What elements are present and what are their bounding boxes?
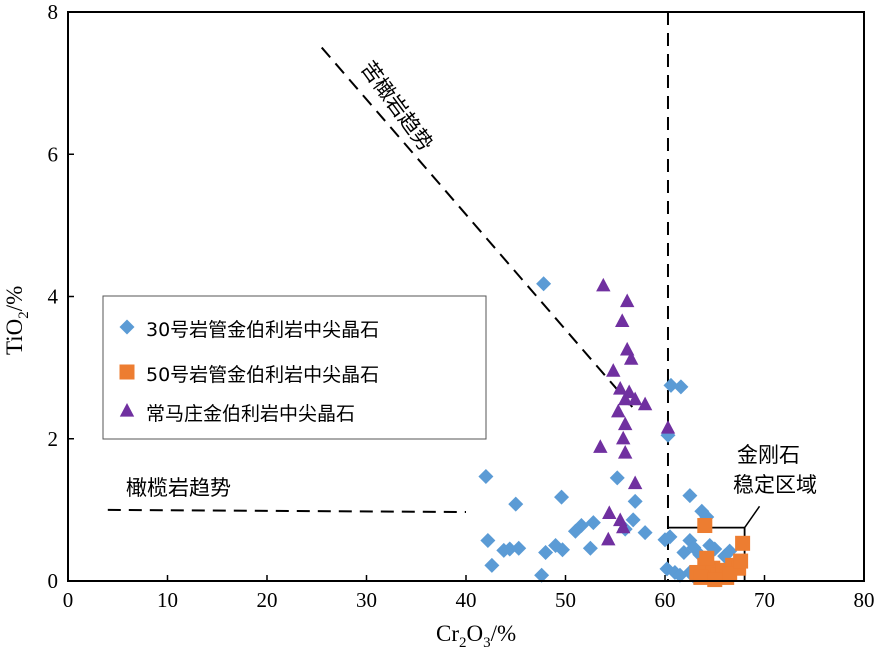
x-tick-label-20: 20 bbox=[257, 588, 278, 612]
y-tick-label-6: 6 bbox=[48, 142, 59, 166]
legend-marker-series3 bbox=[119, 403, 135, 417]
data-point-s2-14 bbox=[733, 553, 749, 569]
data-points bbox=[478, 276, 751, 588]
x-title-unit: /% bbox=[491, 621, 517, 646]
data-point-s1-10 bbox=[682, 488, 698, 504]
data-point-s3-15 bbox=[616, 430, 631, 445]
data-point-s3-16 bbox=[593, 439, 608, 453]
series-1 bbox=[478, 276, 738, 585]
data-point-s1-13 bbox=[585, 515, 601, 531]
y-tick-label-2: 2 bbox=[48, 427, 59, 451]
y-title-tio: TiO bbox=[2, 319, 27, 355]
legend: 30号岩管金伯利岩中尖晶石 50号岩管金伯利岩中尖晶石 常马庄金伯利岩中尖晶石 bbox=[102, 295, 487, 440]
x-title-o: O bbox=[467, 621, 484, 646]
series-3 bbox=[593, 277, 676, 546]
x-tick-label-0: 0 bbox=[63, 588, 74, 612]
data-point-s1-7 bbox=[554, 489, 570, 505]
data-point-s3-9 bbox=[627, 391, 643, 406]
data-point-s3-6 bbox=[606, 363, 621, 377]
data-point-s2-13 bbox=[722, 566, 738, 582]
data-point-s2-2 bbox=[735, 535, 751, 551]
data-point-s1-27 bbox=[484, 557, 500, 573]
data-point-s3-2 bbox=[619, 293, 635, 308]
data-point-s1-23 bbox=[538, 545, 554, 561]
data-point-s1-22 bbox=[511, 540, 527, 556]
x-axis-title: Cr2O3/% bbox=[436, 621, 516, 648]
legend-label-series1: 30号岩管金伯利岩中尖晶石 bbox=[146, 319, 379, 341]
data-point-s3-7 bbox=[618, 391, 633, 406]
data-point-s1-19 bbox=[480, 532, 496, 548]
data-point-s2-11 bbox=[693, 569, 709, 585]
data-point-s3-1 bbox=[596, 277, 611, 292]
data-point-s1-26 bbox=[582, 540, 598, 556]
legend-markers bbox=[119, 319, 135, 417]
x-title-sub1: 2 bbox=[459, 635, 467, 648]
olivine-trend-line bbox=[107, 508, 467, 514]
data-point-s1-5 bbox=[478, 468, 494, 484]
legend-marker-series2 bbox=[119, 364, 135, 380]
diamond-zone-callout bbox=[743, 505, 761, 529]
data-point-s3-10 bbox=[621, 384, 637, 399]
data-point-s1-3 bbox=[673, 379, 689, 395]
series-2 bbox=[689, 518, 751, 588]
data-point-s1-28 bbox=[534, 567, 550, 583]
y-tick-label-8: 8 bbox=[48, 0, 59, 24]
data-point-s1-9 bbox=[508, 496, 524, 512]
legend-marker-series1 bbox=[119, 319, 135, 335]
x-title-sub2: 3 bbox=[483, 635, 491, 648]
y-title-sub: 2 bbox=[16, 311, 32, 319]
x-tick-label-30: 30 bbox=[356, 588, 377, 612]
axis-ticks: 0 10 20 30 40 50 60 70 80 0 2 4 6 8 bbox=[48, 0, 875, 612]
data-point-s3-8 bbox=[613, 380, 628, 395]
data-point-s1-1 bbox=[536, 276, 552, 292]
x-tick-label-70: 70 bbox=[754, 588, 775, 612]
data-point-s3-18 bbox=[627, 475, 643, 490]
data-point-s3-5 bbox=[623, 351, 639, 365]
data-point-s1-16 bbox=[567, 523, 583, 539]
data-point-s3-13 bbox=[637, 396, 653, 411]
x-title-cr: Cr bbox=[436, 621, 459, 646]
data-point-s2-12 bbox=[707, 572, 723, 588]
olivine-trend-label: 橄榄岩趋势 bbox=[126, 476, 231, 500]
data-point-s1-30 bbox=[662, 529, 678, 545]
data-point-s1-18 bbox=[637, 525, 653, 541]
diamond-zone-label-line1: 金刚石 bbox=[737, 443, 800, 467]
data-point-s3-17 bbox=[618, 444, 633, 459]
x-tick-label-10: 10 bbox=[157, 588, 178, 612]
y-title-unit: /% bbox=[2, 286, 27, 312]
data-point-s3-14 bbox=[660, 420, 676, 434]
x-tick-label-80: 80 bbox=[854, 588, 875, 612]
x-tick-label-50: 50 bbox=[555, 588, 576, 612]
data-point-s3-22 bbox=[616, 519, 631, 534]
legend-label-series3: 常马庄金伯利岩中尖晶石 bbox=[146, 403, 355, 425]
legend-box bbox=[102, 295, 487, 440]
x-tick-label-40: 40 bbox=[456, 588, 477, 612]
y-tick-label-4: 4 bbox=[48, 285, 59, 309]
data-point-s1-21 bbox=[502, 541, 518, 557]
data-point-s1-25 bbox=[555, 542, 571, 558]
data-point-s3-19 bbox=[602, 505, 617, 520]
y-tick-label-0: 0 bbox=[48, 569, 59, 593]
y-axis-title: TiO2/% bbox=[2, 286, 32, 355]
diamond-zone-label-line2: 稳定区域 bbox=[733, 473, 817, 497]
data-point-s3-3 bbox=[615, 313, 630, 327]
komatiite-trend-line bbox=[320, 46, 636, 411]
x-tick-label-60: 60 bbox=[655, 588, 676, 612]
data-point-s1-15 bbox=[625, 512, 641, 528]
data-point-s2-1 bbox=[697, 518, 713, 534]
data-point-s3-11 bbox=[611, 403, 626, 418]
data-point-s1-2 bbox=[663, 377, 679, 393]
data-point-s2-15 bbox=[699, 550, 715, 566]
data-point-s1-6 bbox=[609, 470, 625, 486]
data-point-s1-8 bbox=[627, 493, 643, 509]
data-point-s3-12 bbox=[618, 416, 633, 431]
legend-label-series2: 50号岩管金伯利岩中尖晶石 bbox=[146, 364, 379, 386]
data-point-s3-21 bbox=[601, 531, 616, 546]
